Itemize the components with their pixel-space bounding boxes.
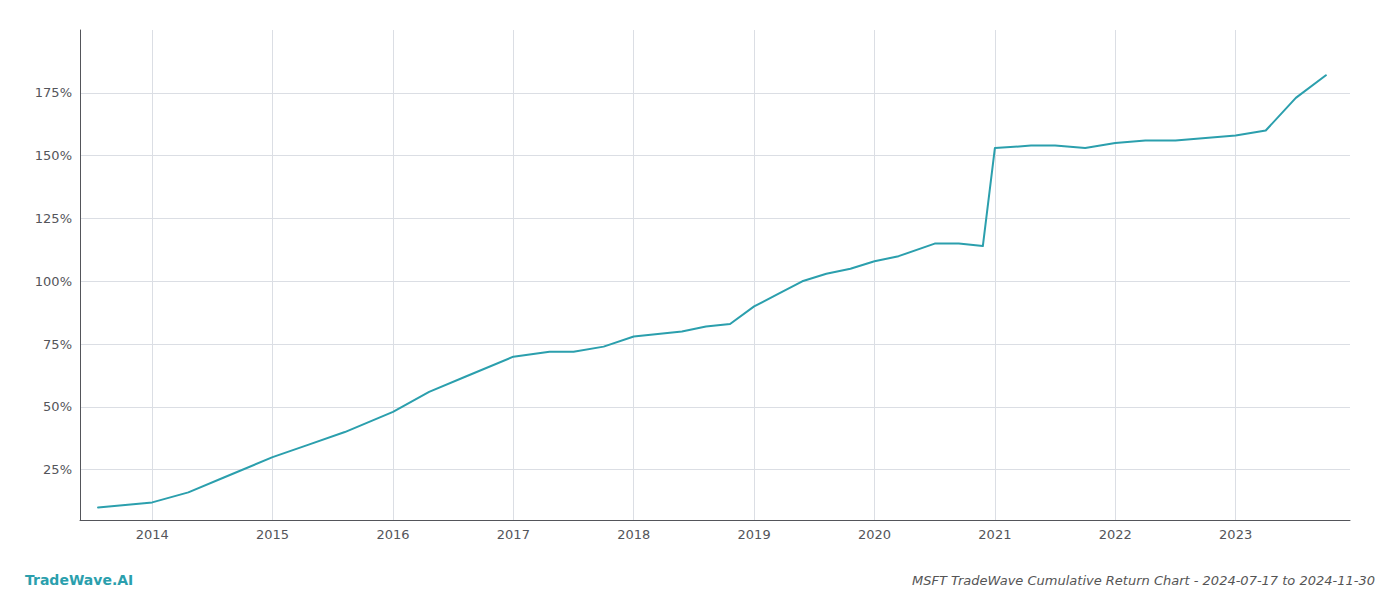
svg-text:TradeWave.AI: TradeWave.AI (25, 572, 133, 588)
svg-text:75%: 75% (43, 337, 72, 352)
svg-text:125%: 125% (35, 211, 72, 226)
svg-text:2019: 2019 (738, 527, 771, 542)
svg-text:2014: 2014 (136, 527, 169, 542)
svg-text:2021: 2021 (978, 527, 1011, 542)
svg-text:2020: 2020 (858, 527, 891, 542)
svg-text:2015: 2015 (256, 527, 289, 542)
svg-text:25%: 25% (43, 462, 72, 477)
svg-text:2022: 2022 (1099, 527, 1132, 542)
svg-text:100%: 100% (35, 274, 72, 289)
svg-text:2016: 2016 (376, 527, 409, 542)
svg-text:150%: 150% (35, 148, 72, 163)
svg-text:2017: 2017 (497, 527, 530, 542)
svg-text:2023: 2023 (1219, 527, 1252, 542)
svg-text:175%: 175% (35, 85, 72, 100)
svg-text:2018: 2018 (617, 527, 650, 542)
svg-text:MSFT TradeWave Cumulative Retu: MSFT TradeWave Cumulative Return Chart -… (912, 573, 1375, 588)
svg-text:50%: 50% (43, 399, 72, 414)
